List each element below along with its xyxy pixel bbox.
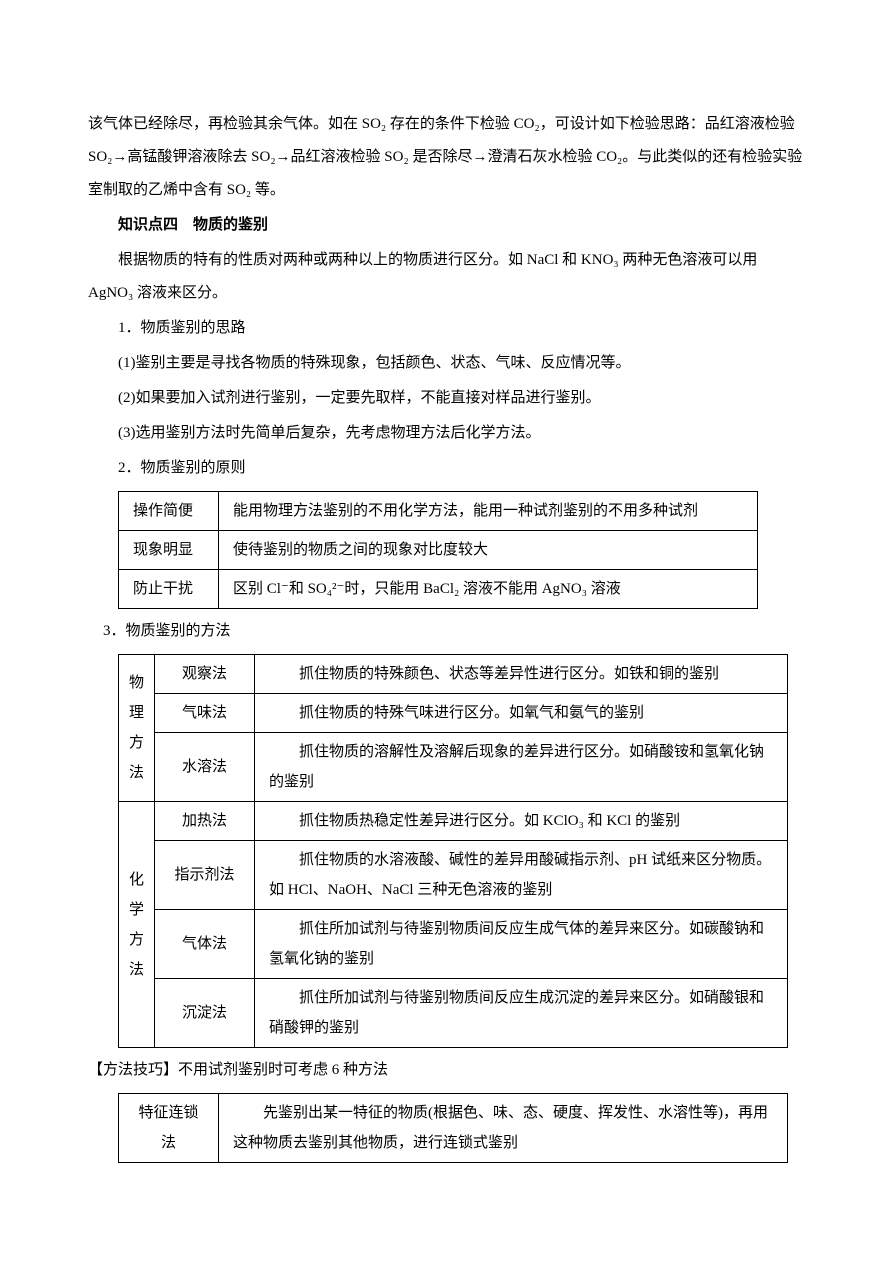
- principle-value: 区别 Cl⁻和 SO₄²⁻时，只能用 BaCl₂ 溶液不能用 AgNO₃ 溶液: [219, 570, 758, 609]
- tips-table: 特征连锁法 先鉴别出某一特征的物质(根据色、味、态、硬度、挥发性、水溶性等)，再…: [118, 1093, 788, 1163]
- principle-key: 防止干扰: [119, 570, 219, 609]
- point-1-3: (3)选用鉴别方法时先简单后复杂，先考虑物理方法后化学方法。: [88, 417, 804, 450]
- tips-title: 【方法技巧】不用试剂鉴别时可考虑 6 种方法: [88, 1054, 804, 1087]
- tip-name: 特征连锁法: [119, 1094, 219, 1163]
- method-desc: 抓住所加试剂与待鉴别物质间反应生成气体的差异来区分。如碳酸钠和氢氧化钠的鉴别: [255, 910, 788, 979]
- point-1-2: (2)如果要加入试剂进行鉴别，一定要先取样，不能直接对样品进行鉴别。: [88, 382, 804, 415]
- method-desc: 抓住物质的特殊颜色、状态等差异性进行区分。如铁和铜的鉴别: [255, 655, 788, 694]
- method-desc: 抓住物质的特殊气味进行区分。如氧气和氨气的鉴别: [255, 694, 788, 733]
- principle-value: 使待鉴别的物质之间的现象对比度较大: [219, 531, 758, 570]
- table-row: 操作简便 能用物理方法鉴别的不用化学方法，能用一种试剂鉴别的不用多种试剂: [119, 492, 758, 531]
- method-name: 气体法: [155, 910, 255, 979]
- table-row: 气体法 抓住所加试剂与待鉴别物质间反应生成气体的差异来区分。如碳酸钠和氢氧化钠的…: [119, 910, 788, 979]
- subhead-2: 2．物质鉴别的原则: [88, 452, 804, 485]
- point-1-1: (1)鉴别主要是寻找各物质的特殊现象，包括颜色、状态、气味、反应情况等。: [88, 347, 804, 380]
- methods-table: 物理方法 观察法 抓住物质的特殊颜色、状态等差异性进行区分。如铁和铜的鉴别 气味…: [118, 654, 788, 1048]
- tip-desc: 先鉴别出某一特征的物质(根据色、味、态、硬度、挥发性、水溶性等)，再用这种物质去…: [219, 1094, 788, 1163]
- method-name: 观察法: [155, 655, 255, 694]
- method-name: 沉淀法: [155, 979, 255, 1048]
- method-desc: 抓住所加试剂与待鉴别物质间反应生成沉淀的差异来区分。如硝酸银和硝酸钾的鉴别: [255, 979, 788, 1048]
- table-row: 指示剂法 抓住物质的水溶液酸、碱性的差异用酸碱指示剂、pH 试纸来区分物质。如 …: [119, 841, 788, 910]
- method-desc: 抓住物质热稳定性差异进行区分。如 KClO₃ 和 KCl 的鉴别: [255, 802, 788, 841]
- category-physical: 物理方法: [119, 655, 155, 802]
- method-name: 气味法: [155, 694, 255, 733]
- table-row: 特征连锁法 先鉴别出某一特征的物质(根据色、味、态、硬度、挥发性、水溶性等)，再…: [119, 1094, 788, 1163]
- method-desc: 抓住物质的水溶液酸、碱性的差异用酸碱指示剂、pH 试纸来区分物质。如 HCl、N…: [255, 841, 788, 910]
- table-row: 现象明显 使待鉴别的物质之间的现象对比度较大: [119, 531, 758, 570]
- subhead-1: 1．物质鉴别的思路: [88, 312, 804, 345]
- table-row: 防止干扰 区别 Cl⁻和 SO₄²⁻时，只能用 BaCl₂ 溶液不能用 AgNO…: [119, 570, 758, 609]
- category-chemical: 化学方法: [119, 802, 155, 1048]
- table-row: 气味法 抓住物质的特殊气味进行区分。如氧气和氨气的鉴别: [119, 694, 788, 733]
- principle-key: 操作简便: [119, 492, 219, 531]
- method-desc: 抓住物质的溶解性及溶解后现象的差异进行区分。如硝酸铵和氢氧化钠的鉴别: [255, 733, 788, 802]
- table-row: 化学方法 加热法 抓住物质热稳定性差异进行区分。如 KClO₃ 和 KCl 的鉴…: [119, 802, 788, 841]
- principle-value: 能用物理方法鉴别的不用化学方法，能用一种试剂鉴别的不用多种试剂: [219, 492, 758, 531]
- table-row: 水溶法 抓住物质的溶解性及溶解后现象的差异进行区分。如硝酸铵和氢氧化钠的鉴别: [119, 733, 788, 802]
- section4-title: 知识点四 物质的鉴别: [88, 209, 804, 242]
- principle-key: 现象明显: [119, 531, 219, 570]
- table-row: 物理方法 观察法 抓住物质的特殊颜色、状态等差异性进行区分。如铁和铜的鉴别: [119, 655, 788, 694]
- section4-lead: 根据物质的特有的性质对两种或两种以上的物质进行区分。如 NaCl 和 KNO₃ …: [88, 244, 804, 310]
- method-name: 加热法: [155, 802, 255, 841]
- method-name: 水溶法: [155, 733, 255, 802]
- subhead-3: 3．物质鉴别的方法: [88, 615, 804, 648]
- method-name: 指示剂法: [155, 841, 255, 910]
- table-row: 沉淀法 抓住所加试剂与待鉴别物质间反应生成沉淀的差异来区分。如硝酸银和硝酸钾的鉴…: [119, 979, 788, 1048]
- intro-paragraph: 该气体已经除尽，再检验其余气体。如在 SO₂ 存在的条件下检验 CO₂，可设计如…: [88, 108, 804, 207]
- principles-table: 操作简便 能用物理方法鉴别的不用化学方法，能用一种试剂鉴别的不用多种试剂 现象明…: [118, 491, 758, 609]
